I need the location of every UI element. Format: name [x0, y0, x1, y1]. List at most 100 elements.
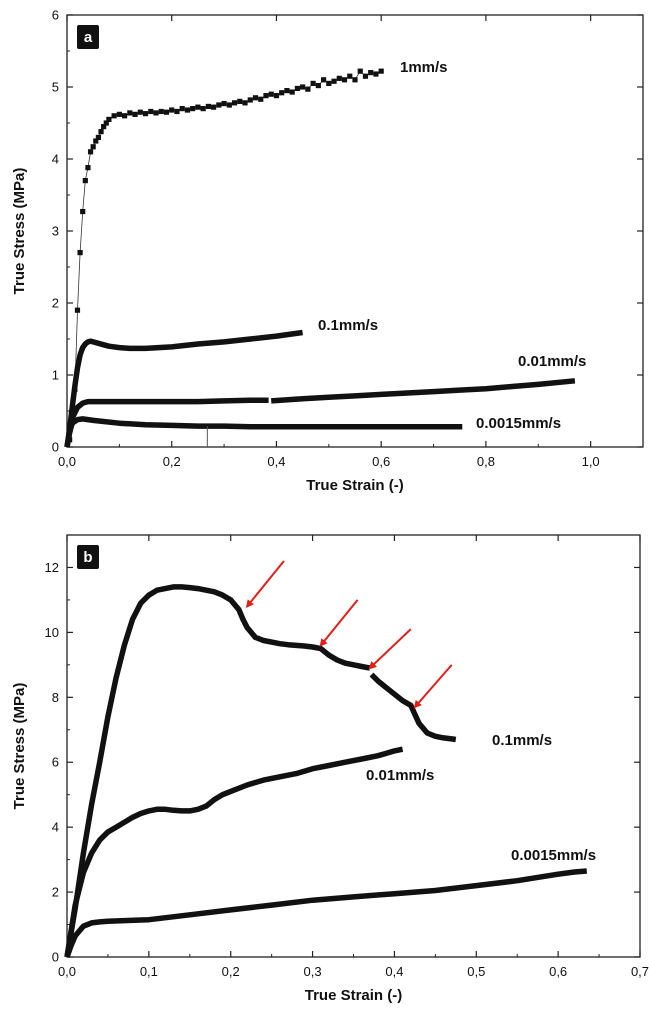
data-point [252, 95, 259, 101]
data-point [211, 104, 217, 110]
data-point [174, 108, 180, 115]
data-point [331, 78, 337, 84]
data-point [315, 82, 321, 89]
series-line [64, 416, 463, 448]
data-point [85, 165, 91, 171]
series-line [64, 378, 576, 448]
data-point [122, 113, 128, 119]
data-point [263, 93, 269, 99]
data-point [163, 109, 170, 115]
data-point [341, 77, 348, 83]
data-point [82, 178, 88, 184]
annotation-arrow [368, 628, 412, 670]
data-point [93, 138, 99, 144]
data-point [127, 110, 133, 116]
x-tick-label: 0,0 [58, 454, 76, 469]
data-point [284, 88, 290, 94]
panel-letter: b [83, 549, 92, 566]
y-tick-label: 2 [52, 296, 59, 311]
y-tick-label: 0 [52, 950, 59, 965]
x-tick-label: 0,2 [163, 454, 181, 469]
data-point [320, 77, 327, 83]
data-point [368, 70, 374, 76]
series-label: 0.1mm/s [318, 317, 378, 334]
annotation-arrow [319, 599, 359, 647]
y-tick-label: 8 [52, 690, 59, 705]
x-tick-label: 0,7 [631, 964, 649, 979]
data-point [242, 100, 248, 106]
series-0.01mm/s [64, 746, 404, 958]
data-point [74, 307, 81, 313]
plot-frame [66, 534, 641, 958]
x-tick-label: 0,4 [385, 964, 403, 979]
series-line [64, 746, 404, 958]
x-tick-label: 0,8 [477, 454, 495, 469]
x-tick-label: 0,4 [267, 454, 285, 469]
chart-panel-a: 0,0 0,2 0,4 0,6 0,8 1,0 0 1 2 3 4 5 6 True Strain (-)… [11, 8, 644, 494]
data-point [153, 110, 159, 116]
series-label: 0.01mm/s [366, 767, 434, 784]
data-point [111, 113, 117, 119]
panel-badge [77, 25, 99, 49]
data-point [221, 100, 227, 107]
series-line [64, 584, 457, 958]
data-point [226, 102, 232, 108]
chart-panel-b: 0,0 0,1 0,2 0,3 0,4 0,5 0,6 0,7 0 2 4 6 8 10 12 True St… [11, 534, 649, 1004]
data-point [352, 77, 358, 83]
data-point [87, 149, 94, 155]
series-label: 1mm/s [400, 59, 448, 76]
data-point [184, 107, 191, 113]
data-point [310, 80, 316, 86]
data-point [205, 103, 211, 110]
data-point [294, 85, 300, 92]
y-tick-label: 0 [52, 440, 59, 455]
data-point [305, 86, 311, 92]
y-tick-label: 10 [45, 625, 59, 640]
x-tick-label: 0,6 [372, 454, 390, 469]
series-0.01mm/s [64, 378, 576, 448]
data-point [148, 108, 154, 115]
data-point [142, 111, 149, 117]
data-point [77, 250, 83, 256]
y-tick-label: 4 [52, 152, 59, 167]
y-tick-label: 2 [52, 885, 59, 900]
y-tick-label: 4 [52, 820, 59, 835]
data-point [326, 80, 332, 86]
data-point [258, 96, 264, 102]
series-label: 0.01mm/s [518, 353, 586, 370]
annotation-arrow [245, 560, 285, 608]
annotation-arrow [413, 664, 453, 709]
panel-letter: a [84, 29, 93, 46]
series-label: 0.0015mm/s [476, 415, 561, 432]
series-connector-line [69, 70, 382, 440]
y-axis-label: True Stress (MPa) [11, 683, 28, 810]
series-line [64, 868, 588, 958]
x-axis-label: True Strain (-) [305, 987, 403, 1004]
series-label: 0.1mm/s [492, 732, 552, 749]
data-point [179, 106, 185, 112]
y-tick-label: 6 [52, 755, 59, 770]
series-1mm/s [67, 68, 384, 443]
data-point [137, 109, 143, 115]
y-tick-label: 12 [45, 560, 59, 575]
x-tick-label: 0,3 [304, 964, 322, 979]
y-tick-label: 3 [52, 224, 59, 239]
data-point [216, 102, 222, 108]
x-tick-label: 0,2 [222, 964, 240, 979]
x-tick-label: 0,6 [549, 964, 567, 979]
data-point [200, 106, 206, 112]
data-point [279, 90, 285, 96]
data-point [347, 73, 353, 79]
data-point [95, 134, 102, 140]
series-label: 0.0015mm/s [511, 847, 596, 864]
x-tick-label: 0,1 [140, 964, 158, 979]
x-axis-label: True Strain (-) [306, 477, 404, 494]
y-axis-label: True Stress (MPa) [11, 168, 28, 295]
data-point [90, 144, 96, 150]
data-point [273, 93, 280, 99]
data-point [268, 91, 274, 97]
data-point [362, 73, 369, 79]
data-point [357, 68, 363, 74]
data-point [373, 71, 379, 77]
